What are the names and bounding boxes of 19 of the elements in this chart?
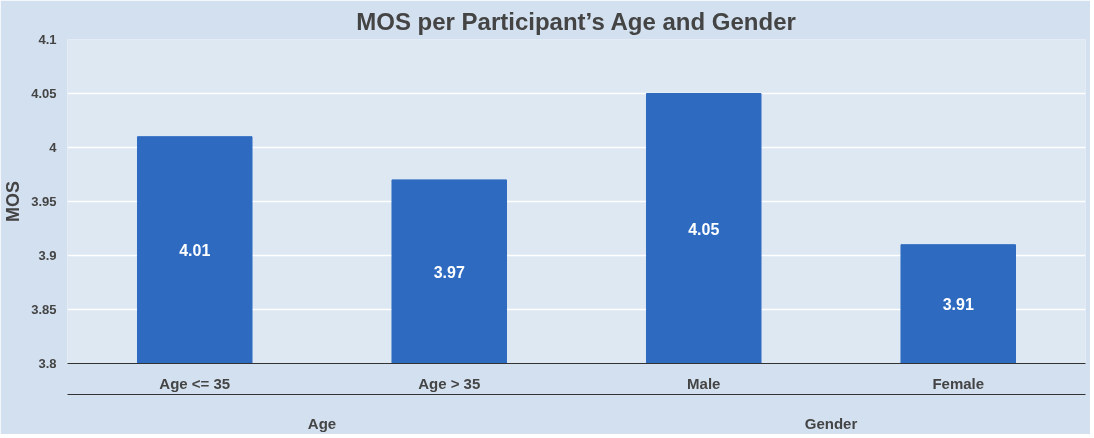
y-axis-title: MOS xyxy=(3,180,24,222)
x-tick-label: Female xyxy=(932,374,985,392)
x-tick-label: Age > 35 xyxy=(418,374,481,392)
data-label: 4.05 xyxy=(688,220,720,238)
y-tick-label: 3.8 xyxy=(38,356,57,371)
y-tick-label: 3.95 xyxy=(31,194,57,209)
text: Age xyxy=(307,414,337,432)
x-tick-label: Male xyxy=(687,374,721,392)
data-label: 4.01 xyxy=(179,242,211,260)
y-tick-label: 4.05 xyxy=(31,86,57,101)
y-tick-label: 4.1 xyxy=(38,32,57,47)
y-tick-label: 3.9 xyxy=(38,248,57,263)
text: Gender xyxy=(804,414,858,432)
data-label: 3.97 xyxy=(433,263,465,281)
y-tick-label: 4 xyxy=(49,140,58,155)
x-tick-label: Age <= 35 xyxy=(159,374,231,392)
y-tick-label: 3.85 xyxy=(31,302,57,317)
chart-title: MOS per Participant’s Age and Gender xyxy=(356,7,796,35)
data-label: 3.91 xyxy=(942,296,974,314)
